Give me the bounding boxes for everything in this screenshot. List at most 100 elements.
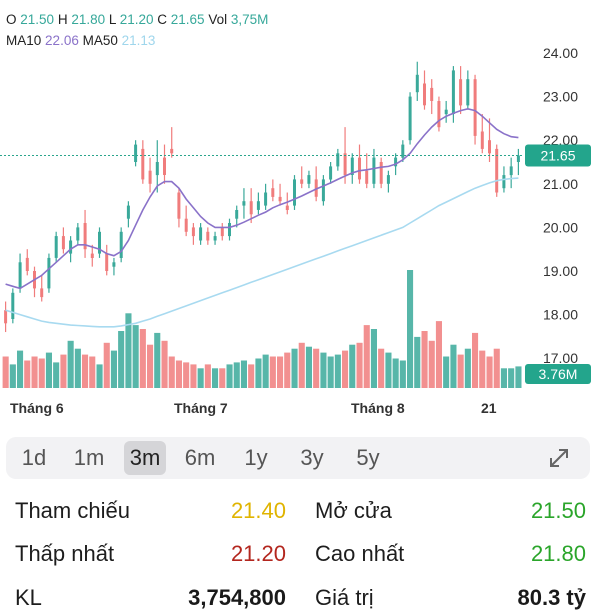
candle-body [83, 223, 87, 250]
range-5y-button[interactable]: 5y [356, 445, 380, 470]
volume-badge: 3.76M [539, 366, 578, 382]
candle [307, 170, 311, 189]
volume-bar [219, 368, 226, 388]
candle-body [451, 70, 455, 114]
candle-body [415, 74, 419, 93]
candle-body [459, 79, 463, 106]
candle-body [321, 179, 325, 202]
ma10-label: MA10 [6, 33, 42, 48]
candle-body [437, 101, 441, 128]
open-price-value: 21.50 [530, 498, 586, 523]
candle [336, 148, 340, 171]
volume-bar [31, 356, 38, 388]
volume-bar [378, 348, 385, 388]
range-3m-button[interactable]: 3m [124, 441, 166, 475]
candle [495, 144, 499, 197]
volume-bar [212, 368, 219, 388]
price-tick-label: 17.00 [543, 350, 578, 366]
candle-body [466, 79, 470, 106]
volume-bar [269, 356, 276, 388]
volume-bar [147, 344, 154, 388]
volume-bar [284, 352, 291, 388]
candle-body [199, 227, 203, 241]
range-1y-button[interactable]: 1y [244, 445, 268, 470]
volume-bar [190, 364, 197, 388]
volume-bar [464, 348, 471, 388]
candle [264, 183, 268, 210]
candle [191, 223, 195, 245]
candle [76, 223, 80, 245]
candle [126, 201, 130, 228]
volume-bar [204, 364, 211, 388]
volume-bar [45, 352, 52, 388]
volume-bar [103, 342, 110, 388]
candle [516, 148, 520, 176]
candle [473, 74, 477, 145]
volume-bar [118, 331, 125, 388]
candle-body [47, 257, 51, 289]
volume-bar [262, 354, 269, 388]
volume-bar [407, 270, 414, 388]
candle-body [488, 140, 491, 154]
ma50-line [5, 177, 519, 328]
volume-bar [370, 329, 377, 388]
volume-bar [356, 342, 363, 388]
candle-body [256, 201, 260, 210]
candle-body [264, 192, 268, 206]
candle-body [386, 175, 390, 184]
candle-body [379, 162, 383, 184]
open-price-label: Mở cửa [315, 498, 392, 523]
candle-body [329, 166, 333, 180]
candle-body [300, 179, 304, 184]
volume-bar [60, 354, 67, 388]
candle-body [423, 83, 426, 106]
price-chart[interactable]: 24.00 23.00 22.00 21.00 20.00 19.00 18.00 17.00… [0, 0, 600, 420]
candle [321, 175, 325, 206]
range-1d-button[interactable]: 1d [21, 445, 47, 470]
time-tick-label: Tháng 8 [351, 400, 405, 416]
volume-bar [139, 329, 146, 388]
candle [278, 183, 282, 206]
candle [249, 188, 253, 224]
candle [170, 127, 174, 158]
volume-bar [74, 348, 81, 388]
volume-bar [9, 364, 16, 388]
range-3y-button[interactable]: 3y [300, 445, 324, 470]
high-price-label: Cao nhất [315, 541, 405, 566]
low-label: L [108, 12, 116, 27]
candle-body [155, 162, 159, 176]
candle-body [76, 227, 80, 241]
candle [155, 140, 159, 193]
expand-icon[interactable] [544, 443, 574, 473]
volume-bar [421, 331, 428, 388]
volume-bar [17, 350, 24, 388]
volume-bar [392, 358, 399, 388]
time-tick-label: Tháng 6 [10, 400, 64, 416]
price-axis: 24.00 23.00 22.00 21.00 20.00 19.00 18.00 17.00 [543, 45, 578, 366]
range-1m-button[interactable]: 1m [73, 445, 105, 470]
range-6m-button[interactable]: 6m [184, 445, 216, 470]
volume-label: Vol [208, 12, 228, 27]
ma10-value: 22.06 [45, 33, 79, 48]
candle [386, 170, 390, 193]
candle [11, 288, 15, 324]
volume-bar [132, 325, 139, 388]
candle [228, 218, 231, 241]
candle-body [235, 210, 239, 219]
candle [358, 144, 361, 184]
candle [184, 205, 188, 237]
kl-label: KL [15, 585, 42, 610]
candle-body [90, 253, 94, 258]
candles [4, 61, 520, 333]
volume-bar [197, 368, 204, 388]
high-price-value: 21.80 [530, 541, 586, 566]
volume-bar [320, 352, 327, 388]
volume-bar [342, 350, 349, 388]
time-tick-label: Tháng 7 [174, 400, 228, 416]
candle [509, 157, 513, 189]
volume-bar [233, 362, 240, 388]
candle-body [249, 201, 253, 215]
volume-bar [414, 336, 421, 388]
candle [54, 231, 58, 263]
volume-bar [298, 342, 305, 388]
